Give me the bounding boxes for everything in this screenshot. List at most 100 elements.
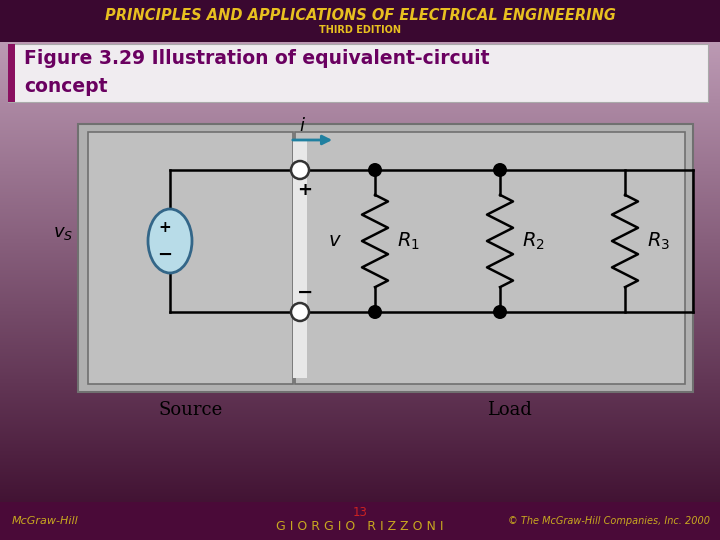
- Text: $i$: $i$: [299, 117, 305, 135]
- Bar: [0, 44, 720, 45]
- Text: +: +: [158, 220, 171, 235]
- Bar: [0, 84, 720, 85]
- Text: G I O R G I O   R I Z Z O N I: G I O R G I O R I Z Z O N I: [276, 519, 444, 532]
- Bar: [0, 370, 720, 371]
- Bar: [0, 433, 720, 434]
- Bar: [0, 307, 720, 308]
- Bar: [0, 475, 720, 476]
- Bar: [0, 30, 720, 31]
- Bar: [0, 253, 720, 254]
- Bar: [0, 538, 720, 539]
- Bar: [0, 309, 720, 310]
- Bar: [0, 448, 720, 449]
- Bar: [0, 203, 720, 204]
- Bar: [0, 342, 720, 343]
- Bar: [0, 496, 720, 497]
- Bar: [0, 358, 720, 359]
- Bar: [0, 63, 720, 64]
- Bar: [0, 525, 720, 526]
- Bar: [0, 8, 720, 9]
- Bar: [0, 125, 720, 126]
- Text: Source: Source: [158, 401, 222, 419]
- Bar: [0, 372, 720, 373]
- Bar: [0, 20, 720, 21]
- Bar: [0, 124, 720, 125]
- Bar: [0, 263, 720, 264]
- Bar: [0, 383, 720, 384]
- Bar: [0, 159, 720, 160]
- Bar: [0, 325, 720, 326]
- Bar: [0, 199, 720, 200]
- Bar: [0, 407, 720, 408]
- Bar: [0, 373, 720, 374]
- Bar: [0, 82, 720, 83]
- Bar: [0, 180, 720, 181]
- Bar: [0, 530, 720, 531]
- Bar: [0, 155, 720, 156]
- Bar: [0, 170, 720, 171]
- Bar: [0, 399, 720, 400]
- Bar: [0, 280, 720, 281]
- Bar: [0, 442, 720, 443]
- Bar: [0, 416, 720, 417]
- Bar: [0, 511, 720, 512]
- Bar: [0, 219, 720, 220]
- Bar: [0, 393, 720, 394]
- Bar: [0, 467, 720, 468]
- Bar: [0, 497, 720, 498]
- Bar: [0, 420, 720, 421]
- Bar: [0, 321, 720, 322]
- Bar: [0, 364, 720, 365]
- Bar: [0, 132, 720, 133]
- Bar: [0, 90, 720, 91]
- Bar: [0, 187, 720, 188]
- Bar: [0, 243, 720, 244]
- Bar: [0, 174, 720, 175]
- Bar: [0, 287, 720, 288]
- Bar: [0, 70, 720, 71]
- Bar: [0, 369, 720, 370]
- Bar: [0, 486, 720, 487]
- Bar: [0, 69, 720, 70]
- Bar: [0, 186, 720, 187]
- Bar: [0, 389, 720, 390]
- Bar: [0, 35, 720, 36]
- Bar: [0, 241, 720, 242]
- Bar: [0, 409, 720, 410]
- Bar: [0, 334, 720, 335]
- Bar: [0, 114, 720, 115]
- Bar: [0, 439, 720, 440]
- Bar: [0, 318, 720, 319]
- Bar: [0, 504, 720, 505]
- Bar: [88, 132, 293, 384]
- Bar: [0, 195, 720, 196]
- Bar: [78, 124, 693, 392]
- Bar: [0, 117, 720, 118]
- Bar: [0, 478, 720, 479]
- Bar: [0, 179, 720, 180]
- Bar: [0, 438, 720, 439]
- Bar: [0, 66, 720, 67]
- Bar: [0, 277, 720, 278]
- Bar: [0, 166, 720, 167]
- Bar: [0, 160, 720, 161]
- Bar: [0, 337, 720, 338]
- Bar: [0, 126, 720, 127]
- Bar: [0, 529, 720, 530]
- Bar: [0, 491, 720, 492]
- Bar: [0, 386, 720, 387]
- Bar: [0, 223, 720, 224]
- Bar: [0, 390, 720, 391]
- Bar: [0, 507, 720, 508]
- Bar: [0, 472, 720, 473]
- Bar: [0, 454, 720, 455]
- Bar: [0, 56, 720, 57]
- Bar: [0, 25, 720, 26]
- Bar: [0, 254, 720, 255]
- Bar: [0, 4, 720, 5]
- Bar: [0, 104, 720, 105]
- Bar: [0, 92, 720, 93]
- Bar: [0, 60, 720, 61]
- Bar: [0, 51, 720, 52]
- Bar: [0, 100, 720, 101]
